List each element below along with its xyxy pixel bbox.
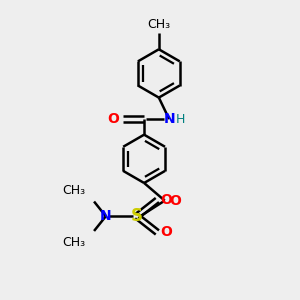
Text: N: N bbox=[163, 112, 175, 126]
Text: S: S bbox=[131, 207, 143, 225]
Text: CH₃: CH₃ bbox=[62, 236, 85, 249]
Text: O: O bbox=[107, 112, 119, 126]
Text: O: O bbox=[160, 193, 172, 207]
Text: CH₃: CH₃ bbox=[62, 184, 85, 196]
Text: H: H bbox=[176, 112, 185, 126]
Text: CH₃: CH₃ bbox=[147, 18, 170, 31]
Text: N: N bbox=[100, 209, 112, 223]
Text: O: O bbox=[160, 225, 172, 239]
Text: O: O bbox=[169, 194, 181, 208]
